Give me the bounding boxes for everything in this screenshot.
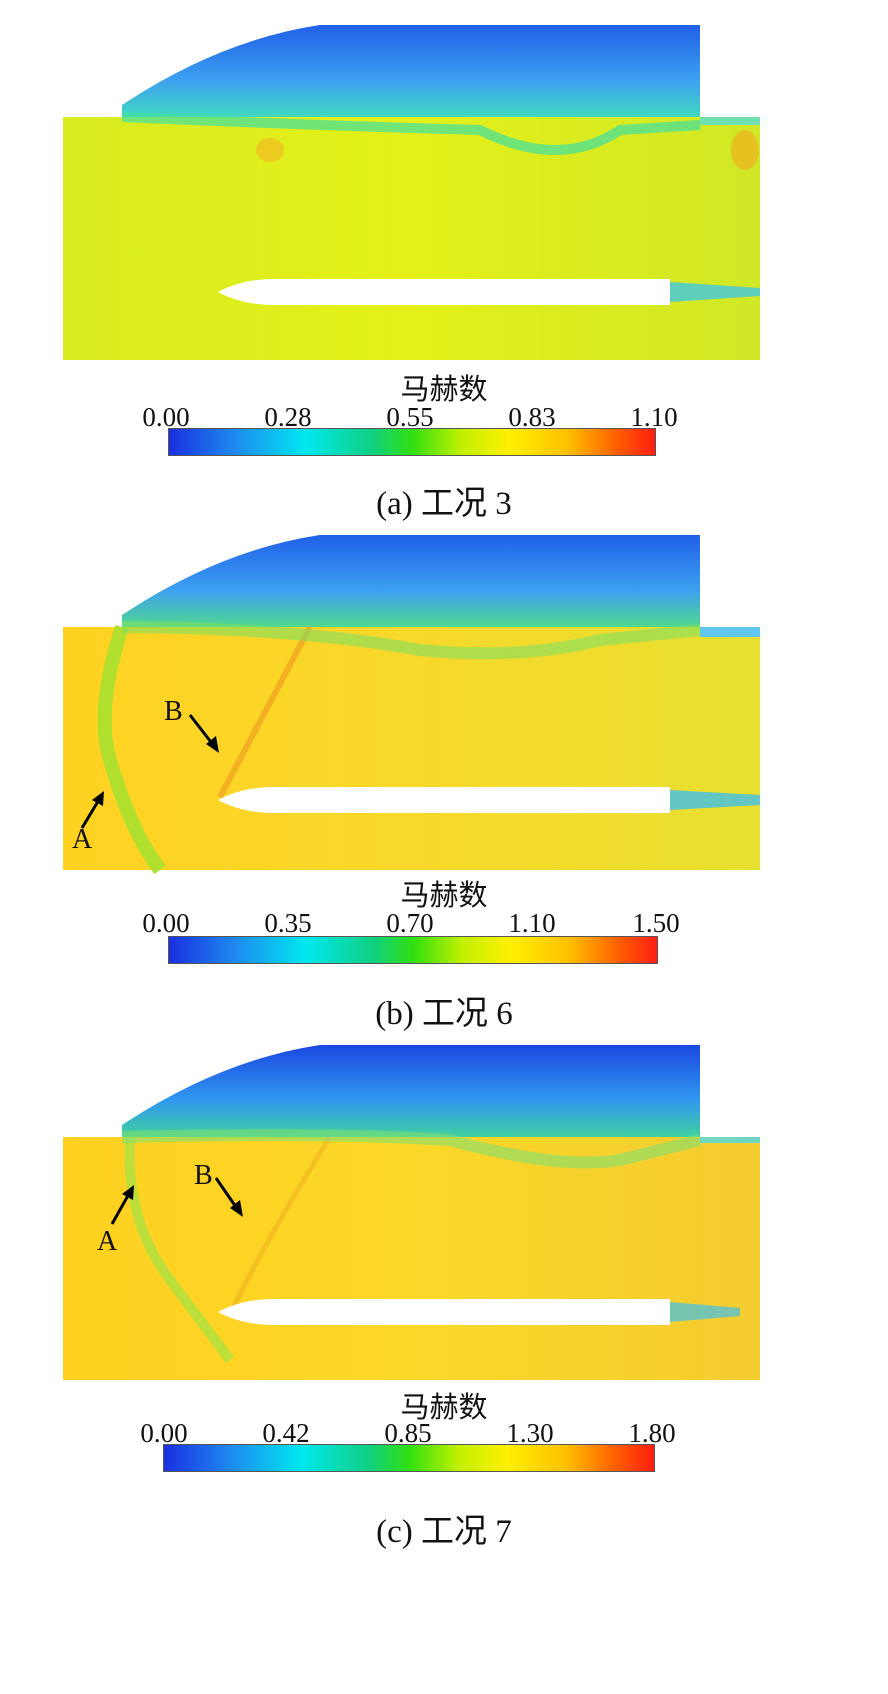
- wake-c: [670, 1302, 740, 1322]
- colorbar-title-c: 马赫数: [400, 1390, 488, 1424]
- shock-a-c: [124, 1136, 234, 1364]
- caption-a: (a) 工况 3: [376, 486, 512, 522]
- mach-contour-field-a: [63, 25, 760, 360]
- colorbar-tick: 0.42: [262, 1418, 310, 1448]
- colorbar-tick: 1.30: [506, 1418, 554, 1448]
- label-b-b: B: [164, 696, 183, 727]
- colorbar-tick: 1.50: [632, 908, 680, 938]
- colorbar-tick: 0.83: [508, 402, 556, 432]
- panel-c: A B 马赫数 0.00 0.42 0.85 1.30 1.80 (c) 工况 …: [0, 1020, 888, 1580]
- panel-a: 马赫数 0.00 0.28 0.55 0.83 1.10 (a) 工况 3: [0, 0, 888, 560]
- colorbar-tick: 0.00: [140, 1418, 188, 1448]
- warm-spot-a2: [731, 130, 759, 170]
- label-a-b: A: [72, 824, 93, 855]
- arrow-b-b-head: [206, 736, 219, 753]
- colorbar-c: [163, 1444, 655, 1472]
- projectile-c: [218, 1299, 670, 1325]
- cavity-a: [122, 25, 700, 117]
- caption-b: (b) 工况 6: [375, 996, 513, 1032]
- channel-flow-c: [63, 1137, 760, 1380]
- shock-a-b: [97, 624, 166, 875]
- channel-flow-b: [63, 627, 760, 870]
- caption-c: (c) 工况 7: [376, 1514, 512, 1550]
- shock-b-c: [227, 1135, 333, 1317]
- colorbar-b: [168, 936, 658, 964]
- warm-spot-a: [256, 138, 284, 162]
- projectile-a: [218, 279, 670, 305]
- colorbar-title-b: 马赫数: [400, 878, 488, 912]
- colorbar-tick: 1.80: [628, 1418, 676, 1448]
- colorbar-tick: 0.85: [384, 1418, 432, 1448]
- arrow-a-c-head: [122, 1185, 134, 1200]
- colorbar-tick: 0.35: [264, 908, 312, 938]
- wake-b: [670, 790, 760, 810]
- label-b-c: B: [194, 1160, 213, 1191]
- colorbar-tick: 1.10: [508, 908, 556, 938]
- panel-b: A B 马赫数 0.00 0.35 0.70 1.10 1.50 (b) 工况 …: [0, 510, 888, 1070]
- cavity-b: [122, 535, 700, 627]
- colorbar-a: [168, 428, 656, 456]
- colorbar-tick: 0.28: [264, 402, 312, 432]
- shear-layer-a: [121, 112, 701, 155]
- colorbar-tick: 0.00: [142, 402, 190, 432]
- shear-layer-b: [121, 621, 701, 660]
- cavity-c: [122, 1045, 700, 1137]
- colorbar-title-a: 马赫数: [400, 372, 488, 406]
- arrow-b-c-head: [230, 1200, 243, 1217]
- aft-wall-flow-c: [700, 1137, 760, 1143]
- mach-contour-field-b: [63, 535, 760, 875]
- colorbar-tick: 0.70: [386, 908, 434, 938]
- arrow-a-c: [110, 1191, 132, 1225]
- colorbar-tick: 0.00: [142, 908, 190, 938]
- aft-wall-flow-a: [700, 117, 760, 125]
- colorbar-tick: 1.10: [630, 402, 678, 432]
- channel-flow-a: [63, 117, 760, 360]
- shock-b-b: [217, 625, 313, 799]
- arrow-a-b-head: [92, 791, 104, 806]
- shear-layer-c: [121, 1129, 702, 1169]
- mach-contour-field-c: [63, 1045, 760, 1380]
- wake-a: [670, 282, 760, 302]
- aft-wall-flow-b: [700, 627, 760, 637]
- projectile-b: [218, 787, 670, 813]
- colorbar-tick: 0.55: [386, 402, 434, 432]
- label-a-c: A: [97, 1226, 118, 1257]
- arrow-a-b: [80, 797, 102, 829]
